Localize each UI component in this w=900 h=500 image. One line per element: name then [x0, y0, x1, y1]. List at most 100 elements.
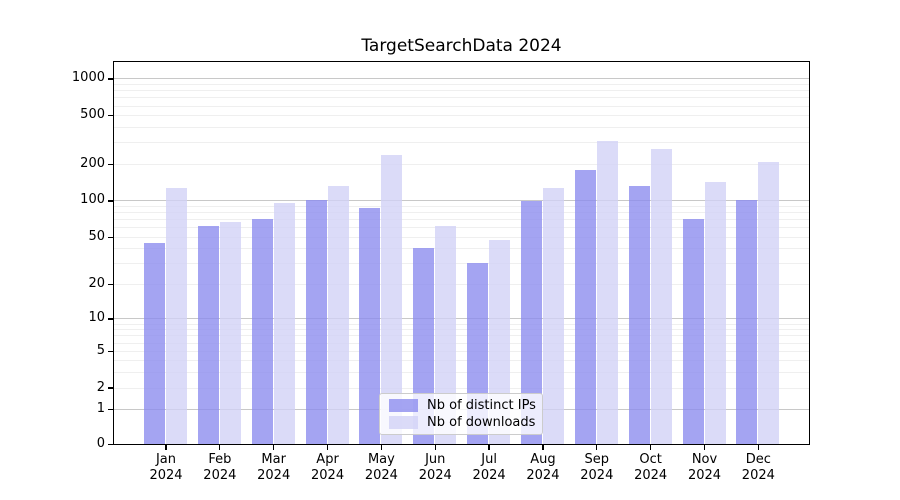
bar-distinct-ips: [736, 200, 758, 444]
bar-downloads: [489, 239, 511, 444]
gridline-major: [114, 78, 809, 80]
legend-label: Nb of distinct IPs: [427, 398, 536, 413]
y-axis-tick-label: 5: [96, 342, 105, 358]
gridline-minor: [114, 83, 809, 85]
legend: Nb of distinct IPs Nb of downloads: [379, 393, 543, 435]
x-axis-tick-label: Aug 2024: [526, 451, 560, 484]
y-axis-tick-label: 1000: [71, 70, 105, 86]
gridline-minor: [114, 97, 809, 99]
bar-distinct-ips: [305, 199, 327, 444]
x-axis-tick: [326, 445, 329, 450]
bar-downloads: [381, 155, 403, 444]
gridline-minor: [114, 360, 809, 362]
bar-distinct-ips: [628, 185, 650, 444]
x-axis-tick: [380, 445, 383, 450]
y-axis-tick-label: 0: [96, 435, 105, 451]
bar-distinct-ips: [520, 201, 542, 444]
x-axis-tick: [757, 445, 759, 450]
bar-downloads: [435, 225, 457, 444]
x-axis-tick-label: Nov 2024: [687, 451, 722, 484]
y-axis-tick: [108, 283, 113, 286]
y-axis-tick: [108, 200, 113, 202]
y-axis-tick: [108, 115, 113, 117]
gridline-minor: [114, 212, 809, 214]
bar-distinct-ips: [682, 219, 704, 444]
bar-distinct-ips: [144, 243, 165, 444]
bar-downloads: [650, 149, 672, 444]
y-axis-tick-label: 1: [96, 401, 105, 417]
gridline-minor: [114, 284, 809, 286]
x-axis-tick-label: Jan 2024: [149, 451, 183, 484]
y-axis-tick-label: 200: [80, 155, 105, 171]
x-axis-tick: [219, 445, 221, 450]
y-axis-tick: [108, 236, 113, 238]
gridline-minor: [114, 206, 809, 208]
gridline-minor: [114, 342, 809, 344]
y-axis-tick-label: 50: [88, 228, 105, 244]
gridline-minor: [114, 335, 809, 337]
y-axis-tick: [108, 163, 113, 165]
x-axis-tick-label: Mar 2024: [257, 451, 291, 484]
gridline-minor: [114, 142, 809, 144]
y-axis-tick-label: 10: [88, 310, 105, 326]
gridline-minor: [114, 90, 809, 92]
bar-distinct-ips: [359, 207, 381, 444]
bar-distinct-ips: [574, 170, 596, 444]
plot-area: [113, 61, 810, 445]
gridline-minor: [114, 115, 809, 117]
legend-swatch-distinct-ips: [389, 399, 418, 412]
gridline-minor: [114, 387, 809, 389]
gridline-minor: [114, 263, 809, 265]
y-axis-tick: [108, 443, 113, 445]
bar-distinct-ips: [251, 219, 273, 444]
gridline-minor: [114, 248, 809, 250]
legend-row-distinct-ips: Nb of distinct IPs: [389, 398, 536, 413]
y-axis-tick: [108, 409, 113, 411]
x-axis-tick-label: Jul 2024: [472, 451, 506, 484]
x-axis-tick: [434, 445, 436, 450]
x-axis-tick-label: Oct 2024: [634, 451, 668, 484]
x-axis-tick: [165, 445, 167, 450]
legend-swatch-downloads: [389, 416, 418, 429]
gridline-major: [114, 200, 809, 202]
y-axis-tick-label: 500: [80, 107, 105, 123]
gridline-minor: [114, 323, 809, 325]
bar-downloads: [219, 221, 241, 444]
gridline-minor: [114, 127, 809, 129]
x-axis-tick: [703, 445, 706, 450]
gridline-minor: [114, 227, 809, 229]
legend-label: Nb of downloads: [427, 415, 536, 430]
x-axis-tick: [273, 445, 275, 450]
bar-downloads: [273, 202, 295, 444]
gridline-minor: [114, 372, 809, 374]
bar-downloads: [596, 140, 618, 444]
x-axis-tick-label: Apr 2024: [311, 451, 345, 484]
gridline-minor: [114, 350, 809, 352]
gridline-minor: [114, 105, 809, 107]
bar-downloads: [758, 162, 780, 444]
x-axis-tick-label: Sep 2024: [580, 451, 614, 484]
gridline-minor: [114, 329, 809, 331]
x-axis-tick: [488, 445, 490, 450]
y-axis-tick: [108, 78, 113, 80]
y-axis-tick-label: 100: [80, 192, 105, 208]
bar-downloads: [166, 188, 187, 444]
y-axis-tick: [108, 387, 113, 389]
y-axis-tick: [108, 318, 113, 320]
bar-downloads: [327, 186, 349, 444]
gridline-minor: [114, 236, 809, 238]
legend-row-downloads: Nb of downloads: [389, 415, 536, 430]
x-axis-tick-label: Feb 2024: [203, 451, 237, 484]
x-axis-tick: [542, 445, 544, 450]
gridline-minor: [114, 163, 809, 165]
x-axis-tick: [596, 445, 598, 450]
y-axis-tick-label: 2: [96, 379, 105, 395]
y-axis-tick: [108, 350, 113, 352]
x-axis-tick: [650, 445, 652, 450]
bar-downloads: [704, 182, 726, 444]
y-axis-tick-label: 20: [88, 276, 105, 292]
chart-title: TargetSearchData 2024: [361, 36, 562, 56]
x-axis-tick-label: May 2024: [364, 451, 398, 484]
gridline-major: [114, 318, 809, 320]
